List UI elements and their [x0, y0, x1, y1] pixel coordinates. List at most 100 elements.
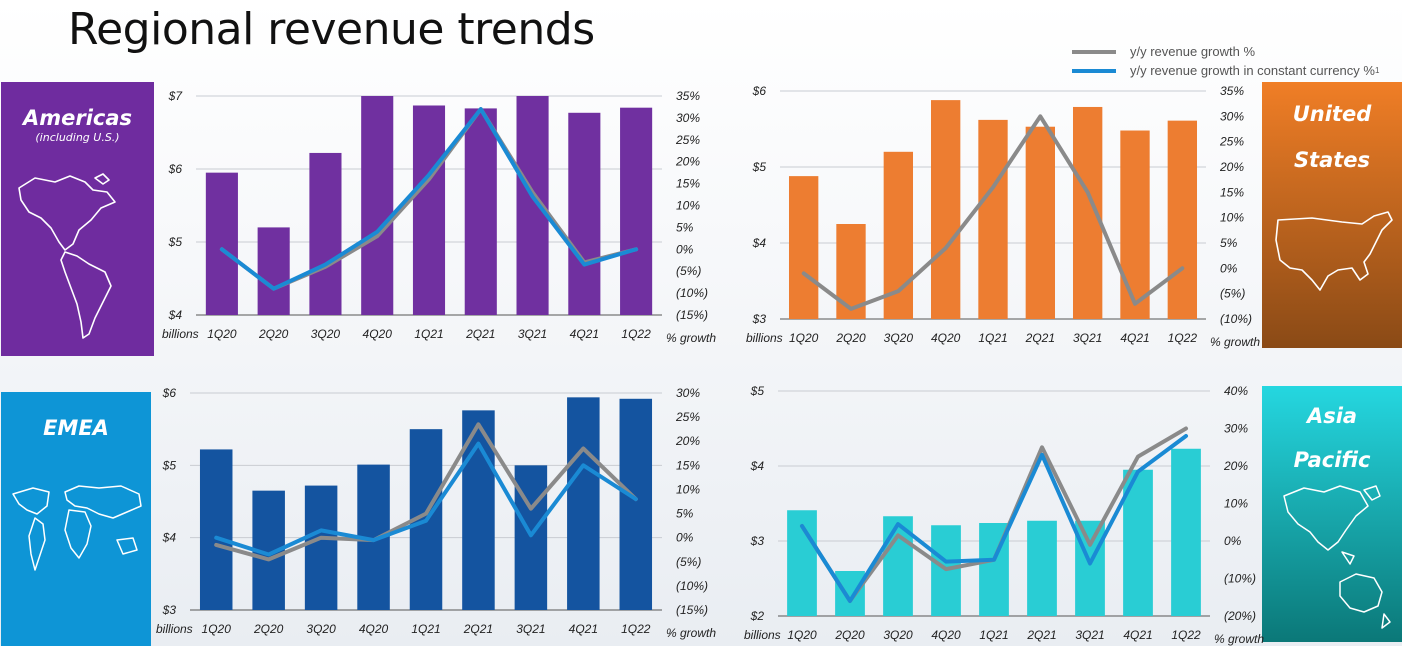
- bar: [978, 119, 1008, 319]
- y-unit-label: billions: [744, 628, 781, 642]
- y2-tick-label: (15%): [676, 603, 708, 617]
- x-tick-label: 4Q21: [570, 327, 599, 341]
- bar: [1167, 120, 1198, 319]
- bar: [464, 108, 497, 315]
- legend-label: y/y revenue growth in constant currency …: [1130, 63, 1375, 78]
- y-tick-label: $4: [162, 531, 177, 545]
- x-tick-label: 2Q21: [463, 622, 493, 636]
- y-tick-label: $7: [168, 89, 184, 103]
- y2-unit-label: % growth: [1214, 632, 1264, 646]
- region-box-united-states: United States: [1262, 82, 1402, 348]
- legend-item-growth: y/y revenue growth %: [1072, 42, 1379, 61]
- x-tick-label: 3Q21: [1075, 628, 1104, 642]
- y2-tick-label: 40%: [1224, 384, 1248, 398]
- y-tick-label: $6: [162, 386, 177, 400]
- y2-tick-label: 15%: [676, 458, 700, 472]
- y2-tick-label: (5%): [676, 264, 701, 278]
- x-tick-label: 1Q22: [621, 622, 651, 636]
- y-tick-label: $3: [752, 312, 767, 326]
- y2-tick-label: 20%: [1219, 160, 1244, 174]
- y2-tick-label: 35%: [676, 89, 700, 103]
- y-tick-label: $3: [162, 603, 177, 617]
- y2-tick-label: (10%): [1224, 572, 1256, 586]
- y2-tick-label: 0%: [676, 242, 694, 256]
- americas-map-icon: [18, 173, 116, 339]
- y2-unit-label: % growth: [1210, 335, 1260, 349]
- growth-line: [800, 434, 1188, 603]
- region-name: EMEA: [43, 416, 109, 440]
- y2-tick-label: 30%: [1220, 109, 1244, 123]
- region-name-line1: United: [1292, 102, 1372, 126]
- y-unit-label: billions: [156, 622, 193, 636]
- x-tick-label: 4Q20: [363, 327, 393, 341]
- y2-tick-label: (5%): [676, 555, 701, 569]
- y2-unit-label: % growth: [666, 626, 716, 640]
- x-tick-label: 2Q20: [258, 327, 289, 341]
- y2-tick-label: 10%: [676, 482, 700, 496]
- y2-tick-label: 30%: [676, 386, 700, 400]
- legend-label: y/y revenue growth %: [1130, 44, 1256, 59]
- y2-tick-label: 20%: [1223, 459, 1248, 473]
- x-tick-label: 3Q20: [311, 327, 341, 341]
- y-tick-label: $4: [750, 459, 765, 473]
- y-tick-label: $4: [752, 236, 767, 250]
- x-tick-label: 1Q22: [1171, 628, 1201, 642]
- asia-pacific-map-icon: [1283, 485, 1391, 629]
- y2-tick-label: (10%): [1220, 312, 1252, 326]
- y2-tick-label: 5%: [1220, 236, 1238, 250]
- x-tick-label: 4Q20: [931, 628, 961, 642]
- x-tick-label: 4Q20: [359, 622, 389, 636]
- x-tick-label: 4Q21: [1123, 628, 1152, 642]
- bar: [619, 398, 653, 610]
- bar: [309, 152, 342, 315]
- growth-line: [214, 441, 638, 557]
- x-tick-label: 1Q20: [202, 622, 232, 636]
- bar: [361, 96, 394, 315]
- y-unit-label: billions: [746, 331, 783, 345]
- y2-tick-label: 25%: [1219, 135, 1244, 149]
- region-name-line2: States: [1293, 148, 1371, 172]
- x-tick-label: 1Q21: [979, 628, 1008, 642]
- legend-item-constant-currency: y/y revenue growth in constant currency …: [1072, 61, 1379, 80]
- x-tick-label: 3Q20: [884, 331, 914, 345]
- x-tick-label: 1Q21: [411, 622, 440, 636]
- x-tick-label: 3Q21: [516, 622, 545, 636]
- bar: [412, 105, 446, 316]
- y2-tick-label: 30%: [676, 111, 700, 125]
- bar: [1171, 448, 1201, 616]
- bar: [568, 112, 601, 315]
- y2-tick-label: (10%): [676, 286, 708, 300]
- y-tick-label: $6: [752, 84, 767, 98]
- bar: [199, 449, 233, 610]
- y-tick-label: $5: [750, 384, 765, 398]
- y2-tick-label: 0%: [1220, 261, 1238, 275]
- y-tick-label: $2: [750, 609, 765, 623]
- bar: [1025, 126, 1056, 319]
- y2-tick-label: 35%: [1220, 84, 1244, 98]
- y-unit-label: billions: [162, 327, 199, 341]
- bar: [835, 571, 865, 616]
- x-tick-label: 3Q20: [883, 628, 913, 642]
- region-box-americas: Americas (including U.S.): [1, 82, 154, 356]
- y2-tick-label: 5%: [676, 507, 694, 521]
- bar: [1027, 520, 1057, 616]
- y2-tick-label: (10%): [676, 579, 708, 593]
- bar: [257, 227, 290, 315]
- y2-tick-label: 0%: [1224, 534, 1242, 548]
- legend: y/y revenue growth % y/y revenue growth …: [1072, 42, 1379, 80]
- y-tick-label: $6: [168, 162, 183, 176]
- bar: [788, 176, 819, 319]
- region-subtitle: (including U.S.): [35, 131, 120, 144]
- y2-tick-label: 10%: [1224, 497, 1248, 511]
- y2-unit-label: % growth: [666, 331, 716, 345]
- x-tick-label: 1Q20: [787, 628, 817, 642]
- y2-tick-label: 25%: [675, 410, 700, 424]
- bar: [620, 107, 653, 316]
- x-tick-label: 4Q21: [1120, 331, 1149, 345]
- us-map-icon: [1275, 211, 1393, 291]
- y-tick-label: $5: [162, 458, 177, 472]
- x-tick-label: 2Q21: [1026, 628, 1056, 642]
- y2-tick-label: (5%): [1220, 287, 1245, 301]
